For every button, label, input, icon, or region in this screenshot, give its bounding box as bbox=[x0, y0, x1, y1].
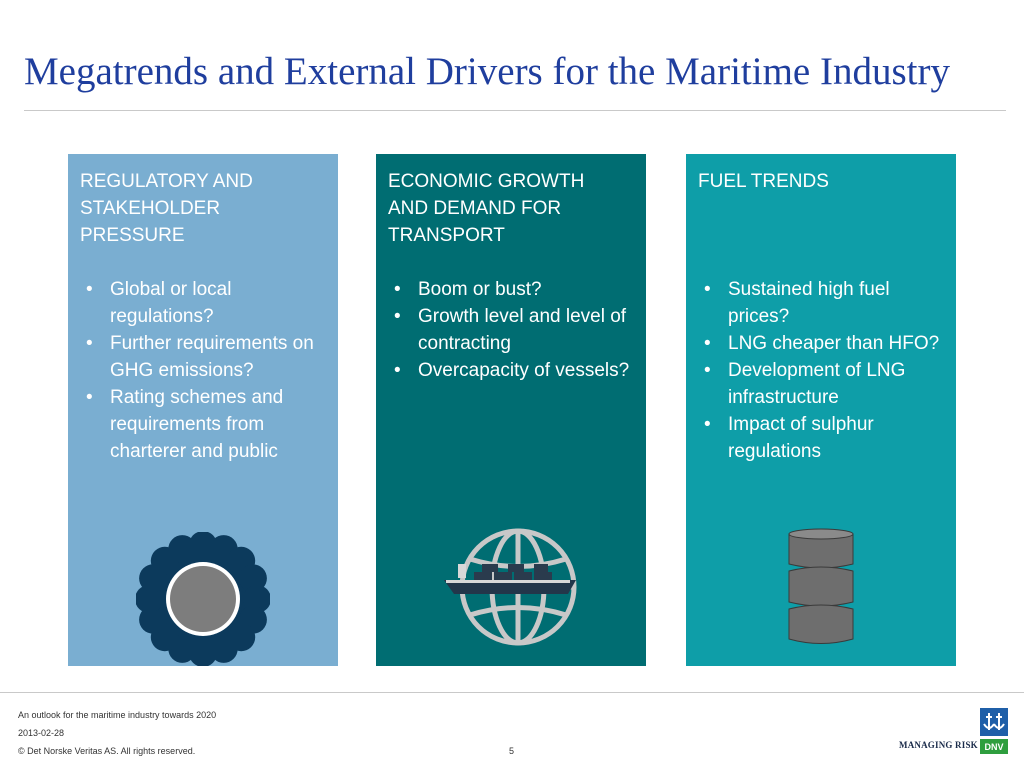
bullet-list: Boom or bust? Growth level and level of … bbox=[388, 276, 632, 384]
panel-heading: FUEL TRENDS bbox=[698, 171, 829, 192]
bullet-item: Development of LNG infrastructure bbox=[698, 357, 942, 411]
panel-economic: ECONOMIC GROWTH AND DEMAND FOR TRANSPORT… bbox=[376, 154, 646, 666]
gear-icon bbox=[135, 531, 271, 666]
slide-title: Megatrends and External Drivers for the … bbox=[24, 50, 950, 93]
bullet-item: Further requirements on GHG emissions? bbox=[80, 330, 324, 384]
panel-heading: ECONOMIC GROWTH AND DEMAND FOR TRANSPORT bbox=[388, 171, 585, 246]
footer-date: 2013-02-28 bbox=[18, 728, 65, 738]
panel-regulatory: REGULATORY AND STAKEHOLDER PRESSURE Glob… bbox=[68, 154, 338, 666]
bullet-item: Sustained high fuel prices? bbox=[698, 276, 942, 330]
oil-barrel-icon bbox=[786, 526, 856, 653]
dnv-logo-text: DNV bbox=[984, 742, 1003, 752]
bullet-item: LNG cheaper than HFO? bbox=[698, 330, 942, 357]
title-divider bbox=[24, 110, 1006, 111]
bullet-list: Sustained high fuel prices? LNG cheaper … bbox=[698, 276, 942, 465]
page-number: 5 bbox=[509, 746, 515, 756]
bullet-item: Global or local regulations? bbox=[80, 276, 324, 330]
tagline: MANAGING RISK bbox=[899, 740, 978, 750]
bullet-item: Overcapacity of vessels? bbox=[388, 357, 632, 384]
bullet-item: Impact of sulphur regulations bbox=[698, 411, 942, 465]
bullet-item: Growth level and level of contracting bbox=[388, 303, 632, 357]
footer-divider bbox=[0, 692, 1024, 693]
globe-ship-icon bbox=[436, 522, 586, 657]
bullet-item: Boom or bust? bbox=[388, 276, 632, 303]
bullet-list: Global or local regulations? Further req… bbox=[80, 276, 324, 465]
dnv-logo-icon: DNV bbox=[980, 708, 1008, 754]
panel-heading: REGULATORY AND STAKEHOLDER PRESSURE bbox=[80, 171, 253, 246]
footer-copyright: © Det Norske Veritas AS. All rights rese… bbox=[18, 746, 196, 756]
panel-fuel: FUEL TRENDS Sustained high fuel prices? … bbox=[686, 154, 956, 666]
bullet-item: Rating schemes and requirements from cha… bbox=[80, 384, 324, 465]
footer-subtitle: An outlook for the maritime industry tow… bbox=[18, 710, 217, 720]
